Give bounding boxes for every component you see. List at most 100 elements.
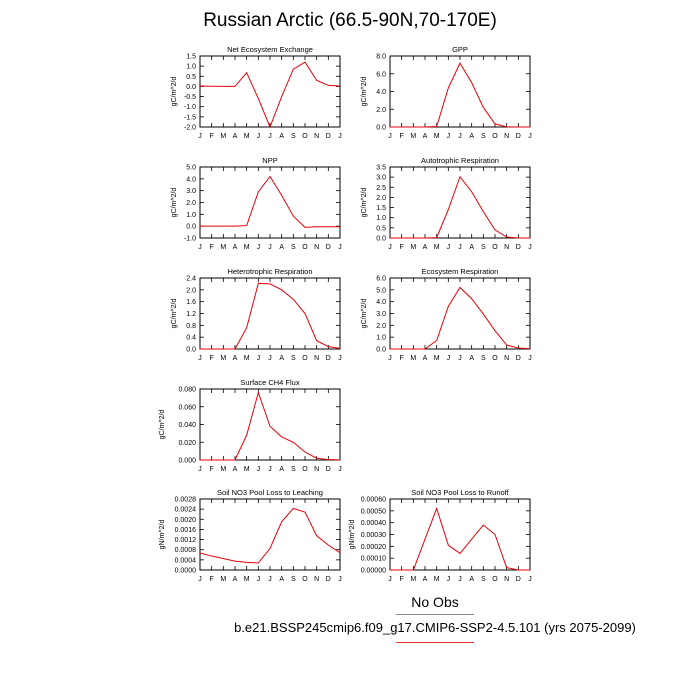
x-tick-label: M bbox=[434, 355, 440, 362]
x-tick-label: O bbox=[302, 466, 308, 473]
x-tick-label: J bbox=[388, 133, 392, 140]
x-tick-label: J bbox=[458, 133, 462, 140]
y-axis-label: gC/m^2/d bbox=[171, 188, 178, 218]
x-tick-label: J bbox=[268, 355, 272, 362]
y-tick-label: -2.0 bbox=[184, 125, 196, 132]
series-line bbox=[200, 175, 340, 228]
x-tick-label: A bbox=[233, 466, 238, 473]
x-tick-label: S bbox=[291, 133, 296, 140]
y-tick-label: 4.0 bbox=[186, 176, 196, 183]
plot-frame bbox=[389, 277, 531, 350]
y-tick-label: 1.5 bbox=[376, 205, 386, 212]
x-tick-label: A bbox=[279, 244, 284, 251]
x-tick-label: F bbox=[210, 133, 214, 140]
y-tick-label: 0.00000 bbox=[361, 568, 386, 575]
x-tick-label: F bbox=[400, 576, 404, 583]
x-tick-label: M bbox=[220, 466, 226, 473]
x-tick-label: D bbox=[326, 466, 331, 473]
x-tick-label: M bbox=[220, 576, 226, 583]
x-tick-label: J bbox=[198, 355, 202, 362]
y-tick-label: 1.0 bbox=[186, 212, 196, 219]
x-tick-label: M bbox=[434, 244, 440, 251]
y-tick-label: 0.00040 bbox=[361, 520, 386, 527]
x-tick-label: N bbox=[314, 244, 319, 251]
x-tick-label: N bbox=[504, 576, 509, 583]
y-tick-label: 0.00010 bbox=[361, 556, 386, 563]
x-tick-label: A bbox=[279, 576, 284, 583]
x-tick-label: A bbox=[279, 466, 284, 473]
x-tick-label: O bbox=[492, 576, 498, 583]
y-tick-label: 6.0 bbox=[376, 71, 386, 78]
y-tick-label: 1.5 bbox=[186, 54, 196, 61]
y-tick-label: 3.0 bbox=[376, 175, 386, 182]
panel-title: Net Ecosystem Exchange bbox=[227, 45, 313, 54]
y-tick-label: 0.5 bbox=[376, 225, 386, 232]
x-tick-label: J bbox=[198, 133, 202, 140]
plot-frame bbox=[199, 498, 341, 571]
x-tick-label: O bbox=[302, 133, 308, 140]
x-tick-label: F bbox=[210, 466, 214, 473]
y-tick-label: 0.080 bbox=[178, 387, 196, 394]
y-tick-label: 3.0 bbox=[186, 188, 196, 195]
y-tick-label: -1.0 bbox=[184, 236, 196, 243]
x-tick-label: A bbox=[469, 355, 474, 362]
y-axis-label: gC/m^2/d bbox=[361, 188, 368, 218]
x-tick-label: M bbox=[244, 244, 250, 251]
x-tick-label: M bbox=[244, 576, 250, 583]
y-tick-label: 0.0000 bbox=[175, 568, 197, 575]
y-axis-label: gC/m^2/d bbox=[361, 299, 368, 329]
x-tick-label: M bbox=[244, 133, 250, 140]
plot-frame bbox=[199, 277, 341, 350]
x-tick-label: J bbox=[198, 244, 202, 251]
y-tick-label: 0.020 bbox=[178, 440, 196, 447]
x-tick-label: A bbox=[279, 133, 284, 140]
y-tick-label: 8.0 bbox=[376, 54, 386, 61]
x-tick-label: J bbox=[268, 244, 272, 251]
x-tick-label: J bbox=[338, 466, 342, 473]
y-tick-label: -1.0 bbox=[184, 104, 196, 111]
x-tick-label: N bbox=[314, 133, 319, 140]
x-tick-label: J bbox=[268, 466, 272, 473]
y-tick-label: 0.0 bbox=[376, 125, 386, 132]
y-tick-label: 1.6 bbox=[186, 299, 196, 306]
x-tick-label: D bbox=[516, 133, 521, 140]
x-tick-label: J bbox=[528, 133, 532, 140]
x-tick-label: N bbox=[314, 355, 319, 362]
x-tick-label: S bbox=[481, 355, 486, 362]
x-tick-label: A bbox=[469, 244, 474, 251]
y-tick-label: 1.0 bbox=[376, 215, 386, 222]
y-tick-label: 2.4 bbox=[186, 276, 196, 283]
y-tick-label: 0.0024 bbox=[175, 507, 197, 514]
figure-title: Russian Arctic (66.5-90N,70-170E) bbox=[203, 10, 497, 31]
x-tick-label: J bbox=[528, 576, 532, 583]
plot-frame bbox=[389, 55, 531, 128]
series-line bbox=[390, 506, 530, 571]
x-tick-label: J bbox=[257, 133, 261, 140]
x-tick-label: M bbox=[410, 244, 416, 251]
y-axis-label: gC/m^2/d bbox=[171, 299, 178, 329]
y-tick-label: 0.040 bbox=[178, 422, 196, 429]
case-label: b.e21.BSSP245cmip6.f09_g17.CMIP6-SSP2-4.… bbox=[234, 620, 636, 635]
x-tick-label: J bbox=[257, 355, 261, 362]
x-tick-label: O bbox=[492, 355, 498, 362]
x-tick-label: J bbox=[528, 244, 532, 251]
y-tick-label: -0.5 bbox=[184, 94, 196, 101]
x-tick-label: J bbox=[338, 576, 342, 583]
panel-title: Autotrophic Respiration bbox=[421, 156, 499, 165]
x-tick-label: D bbox=[326, 244, 331, 251]
plot-frame bbox=[389, 498, 531, 571]
legend-label: No Obs bbox=[411, 594, 459, 610]
x-tick-label: D bbox=[326, 576, 331, 583]
x-tick-label: J bbox=[257, 244, 261, 251]
y-tick-label: 0.00050 bbox=[361, 508, 386, 515]
x-tick-label: S bbox=[481, 133, 486, 140]
plot-frame bbox=[199, 55, 341, 128]
x-tick-label: S bbox=[481, 576, 486, 583]
x-tick-label: J bbox=[447, 355, 451, 362]
x-tick-label: J bbox=[198, 576, 202, 583]
y-tick-label: 0.0004 bbox=[175, 557, 197, 564]
panel-title: Surface CH4 Flux bbox=[240, 378, 299, 387]
